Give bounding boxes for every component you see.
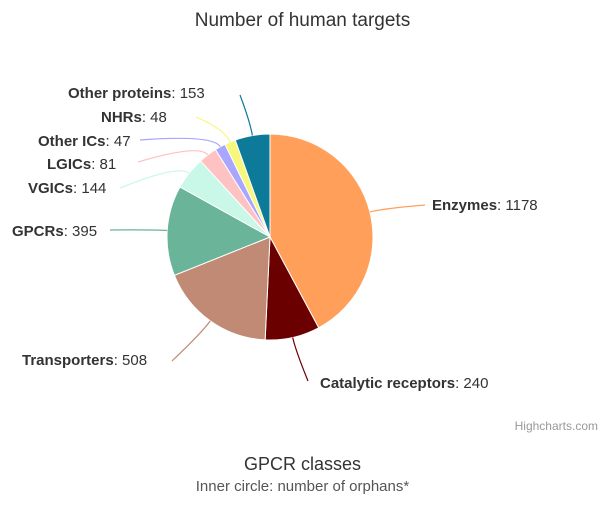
data-label: GPCRs: 395 bbox=[12, 223, 97, 240]
pie-slice-enzymes[interactable] bbox=[269, 133, 374, 329]
data-label: Transporters: 508 bbox=[22, 352, 147, 369]
chart-title: Number of human targets bbox=[194, 10, 411, 31]
chart-credit[interactable]: Highcharts.com bbox=[515, 419, 598, 433]
pie-slice-gpcrs[interactable] bbox=[166, 186, 272, 276]
connector-line bbox=[369, 204, 426, 213]
connector-line bbox=[171, 320, 211, 362]
connector-line bbox=[292, 337, 309, 382]
data-label: Other ICs: 47 bbox=[38, 133, 131, 150]
connector-line bbox=[109, 229, 168, 232]
connector-line bbox=[119, 170, 190, 189]
connector-line bbox=[239, 94, 253, 136]
data-label: Other proteins: 153 bbox=[68, 85, 205, 102]
pie-slice-other-proteins[interactable] bbox=[234, 133, 271, 238]
data-label: Catalytic receptors: 240 bbox=[320, 375, 488, 392]
section-title: GPCR classes bbox=[243, 454, 362, 474]
pie-chart: Enzymes: 1178 Catalytic receptors: 240 Tra… bbox=[12, 85, 598, 433]
connector-line bbox=[137, 150, 209, 163]
data-label: Enzymes: 1178 bbox=[432, 197, 538, 214]
connector-line bbox=[195, 116, 231, 143]
section-subtitle: Inner circle: number of orphans* bbox=[195, 478, 410, 495]
data-label: LGICs: 81 bbox=[47, 156, 116, 173]
data-label: NHRs: 48 bbox=[101, 109, 167, 126]
data-label: VGICs: 144 bbox=[28, 180, 106, 197]
connector-line bbox=[139, 137, 221, 148]
